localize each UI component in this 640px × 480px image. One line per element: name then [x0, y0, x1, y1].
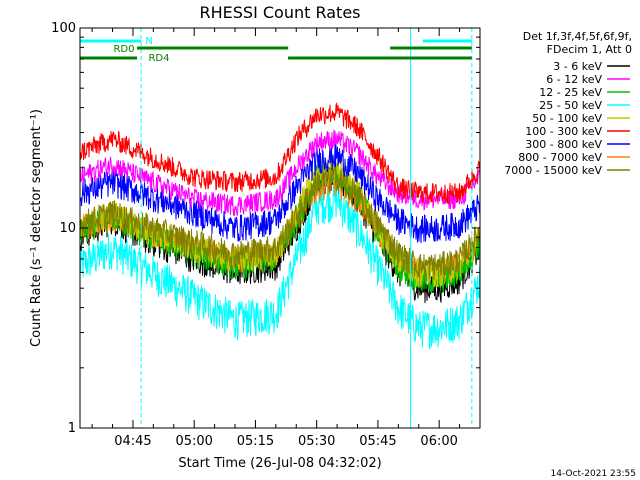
flag-label-rd0: RD0: [113, 44, 134, 55]
chart-title: RHESSI Count Rates: [200, 3, 361, 22]
x-tick-label: 05:15: [237, 434, 274, 449]
legend-header-line-1: Det 1f,3f,4f,5f,6f,9f,: [523, 30, 632, 43]
legend-label-3: 25 - 50 keV: [539, 99, 602, 112]
footer-date: 14-Oct-2021 23:55: [551, 469, 636, 479]
x-tick-label: 06:00: [420, 434, 457, 449]
flag-label-rd4: RD4: [148, 53, 169, 64]
x-axis-label: Start Time (26-Jul-08 04:32:02): [178, 456, 381, 471]
legend-header-line-2: FDecim 1, Att 0: [547, 43, 632, 56]
axes: 1 10 100 04:45 05:00 05:15 05:30 05:45 06:00: [51, 21, 481, 449]
series-line-8: [79, 165, 481, 280]
series-line-3: [79, 183, 481, 350]
legend-label-2: 12 - 25 keV: [539, 86, 602, 99]
y-tick-label: 100: [51, 21, 76, 36]
y-tick-label: 1: [68, 421, 76, 436]
legend-label-6: 300 - 800 keV: [525, 138, 602, 151]
series-line-5: [79, 102, 481, 204]
x-tick-label: 05:45: [359, 434, 396, 449]
legend-label-0: 3 - 6 keV: [553, 60, 602, 73]
y-axis-label: Count Rate (s⁻¹ detector segment⁻¹): [29, 109, 44, 347]
flag-label-n: N: [145, 36, 152, 47]
series-line-4: [79, 156, 481, 288]
legend-label-4: 50 - 100 keV: [532, 112, 602, 125]
legend-label-8: 7000 - 15000 keV: [504, 164, 602, 177]
x-tick-label: 05:30: [298, 434, 335, 449]
plot-marks: N RD0 RD4: [79, 28, 481, 428]
series-line-1: [79, 129, 481, 216]
series-line-6: [79, 143, 481, 244]
x-tick-label: 04:45: [114, 434, 151, 449]
legend-label-1: 6 - 12 keV: [546, 73, 602, 86]
y-tick-label: 10: [59, 221, 76, 236]
x-tick-label: 05:00: [175, 434, 212, 449]
legend-label-7: 800 - 7000 keV: [518, 151, 602, 164]
legend-label-5: 100 - 300 keV: [525, 125, 602, 138]
